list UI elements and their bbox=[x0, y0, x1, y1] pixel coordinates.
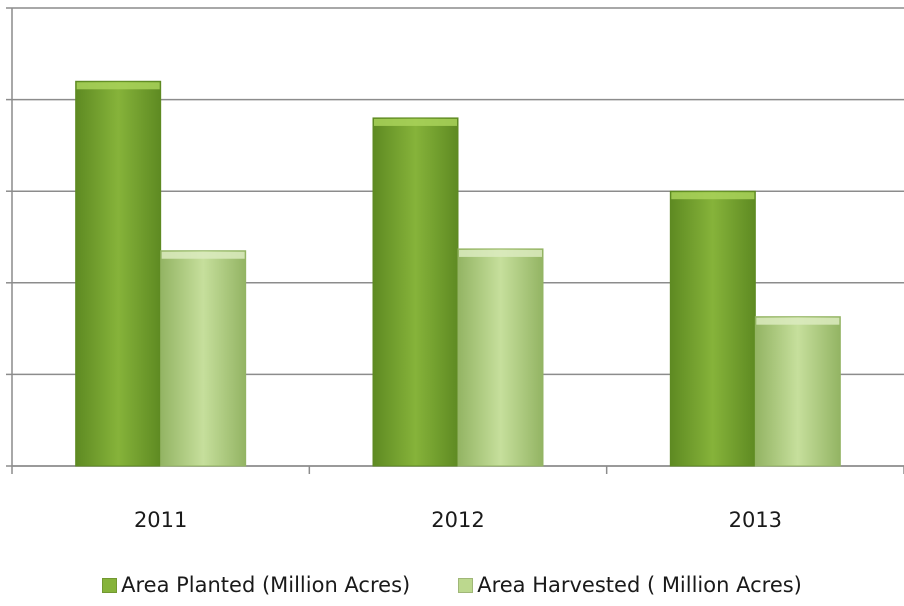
bar-body bbox=[75, 80, 162, 467]
bar-harvested-2013 bbox=[754, 316, 841, 467]
legend-item-planted: Area Planted (Million Acres) bbox=[102, 573, 410, 597]
legend-swatch-harvested bbox=[458, 577, 474, 593]
legend-label-harvested: Area Harvested ( Million Acres) bbox=[477, 573, 802, 597]
bar-planted-2011 bbox=[75, 80, 162, 467]
bar-body bbox=[754, 316, 841, 467]
bar-harvested-2012 bbox=[457, 248, 544, 467]
legend-label-planted: Area Planted (Million Acres) bbox=[121, 573, 411, 597]
bar-body bbox=[457, 248, 544, 467]
legend-swatch-planted bbox=[102, 577, 118, 593]
legend-item-harvested: Area Harvested ( Million Acres) bbox=[458, 573, 802, 597]
x-axis-labels: 2011 2012 2013 bbox=[134, 508, 782, 532]
bar-body bbox=[669, 190, 756, 467]
x-label-2012: 2012 bbox=[431, 508, 484, 532]
bar-top-highlight bbox=[76, 82, 160, 90]
bar-top-highlight bbox=[671, 192, 755, 200]
bar-top-highlight bbox=[459, 249, 542, 257]
bar-body bbox=[160, 250, 247, 467]
bar-planted-2012 bbox=[372, 117, 459, 467]
bar-harvested-2011 bbox=[160, 250, 247, 467]
bar-top-highlight bbox=[374, 118, 457, 126]
legend: Area Planted (Million Acres) Area Harves… bbox=[0, 570, 904, 600]
x-label-2011: 2011 bbox=[134, 508, 187, 532]
x-label-2013: 2013 bbox=[729, 508, 782, 532]
bar-top-highlight bbox=[756, 317, 840, 325]
bars bbox=[75, 80, 841, 467]
bar-top-highlight bbox=[161, 251, 245, 259]
bar-planted-2013 bbox=[669, 190, 756, 467]
bar-body bbox=[372, 117, 459, 467]
